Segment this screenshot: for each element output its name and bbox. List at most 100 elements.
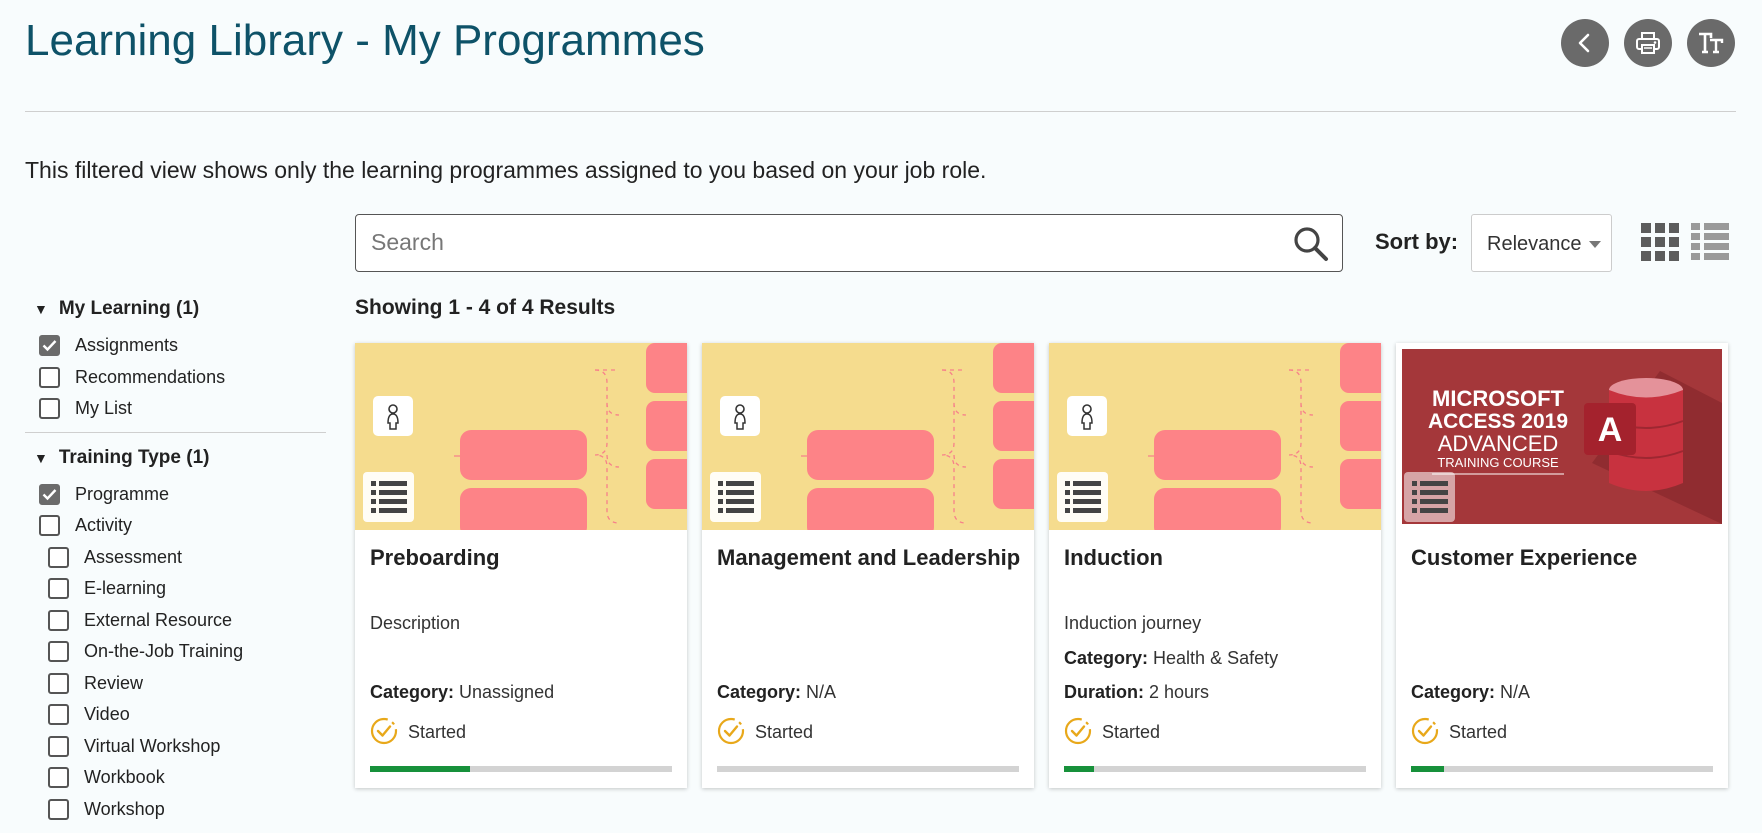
card-description: Description (370, 613, 461, 633)
checkbox[interactable] (48, 641, 69, 663)
facet-training-type-options: Programme Activity Assessment E-learning… (25, 479, 326, 826)
category-label: Category: (1411, 682, 1496, 702)
status-text: Started (755, 721, 814, 742)
progress-fill (1411, 766, 1445, 772)
filter-option-recommendations[interactable]: Recommendations (25, 362, 326, 394)
started-status-icon (370, 717, 398, 745)
triangle-down-icon: ▼ (34, 449, 48, 466)
card-category: Category: Unassigned (370, 682, 554, 703)
check-icon (42, 340, 57, 352)
filter-option-label: Assignments (75, 335, 179, 356)
progress-fill (1064, 766, 1095, 772)
programme-list-icon (1057, 472, 1108, 522)
programme-list-icon (363, 472, 414, 522)
sort-select[interactable]: Relevance (1471, 214, 1612, 272)
filter-option-assessment[interactable]: Assessment (25, 542, 326, 574)
checkbox-checked[interactable] (39, 335, 60, 357)
filter-option-label: On-the-Job Training (84, 641, 244, 662)
card-title: Customer Experience (1411, 545, 1638, 570)
list-view-icon (1691, 223, 1729, 260)
category-label: Category: (370, 682, 455, 702)
checkbox[interactable] (48, 704, 69, 726)
card-category: Category: N/A (1411, 682, 1530, 703)
filter-option-label: Assessment (84, 546, 183, 567)
facet-divider (25, 431, 326, 433)
checkbox-checked[interactable] (39, 483, 60, 505)
filter-option-programme[interactable]: Programme (25, 479, 326, 511)
programme-list-icon (710, 472, 761, 522)
filter-option-my-list[interactable]: My List (25, 393, 326, 425)
category-value: Health & Safety (1153, 648, 1279, 668)
checkbox[interactable] (48, 672, 69, 694)
chevron-left-icon (1578, 33, 1590, 53)
grid-view-icon (1641, 223, 1679, 261)
card-status: Started (370, 717, 466, 747)
filter-option-e-learning[interactable]: E-learning (25, 573, 326, 605)
filter-option-label: Virtual Workshop (84, 735, 221, 756)
card-category: Category: N/A (717, 682, 836, 703)
category-label: Category: (717, 682, 802, 702)
category-value: N/A (1500, 682, 1531, 702)
card-thumbnail: MICROSOFT ACCESS 2019 ADVANCED TRAINING … (1396, 343, 1728, 530)
thumb-text-line3: ADVANCED (1438, 431, 1559, 456)
card-title: Induction (1064, 545, 1163, 570)
progress-bar (1411, 766, 1713, 772)
access-course-image: MICROSOFT ACCESS 2019 ADVANCED TRAINING … (1396, 343, 1728, 530)
text-size-icon (1699, 32, 1724, 54)
checkbox[interactable] (48, 735, 69, 757)
back-button[interactable] (1561, 19, 1609, 67)
filter-option-workshop[interactable]: Workshop (25, 794, 326, 826)
results-count: Showing 1 - 4 of 4 Results (355, 296, 616, 319)
header-actions (1561, 19, 1735, 67)
checkbox[interactable] (39, 515, 60, 537)
grid-view-button[interactable] (1641, 223, 1679, 266)
filter-option-virtual-workshop[interactable]: Virtual Workshop (25, 731, 326, 763)
progress-bar (1064, 766, 1366, 772)
filter-option-label: Recommendations (75, 366, 226, 387)
checkbox[interactable] (48, 767, 69, 789)
checkbox[interactable] (39, 366, 60, 388)
filter-option-on-the-job-training[interactable]: On-the-Job Training (25, 636, 326, 668)
filter-option-workbook[interactable]: Workbook (25, 762, 326, 794)
programme-card[interactable]: MICROSOFT ACCESS 2019 ADVANCED TRAINING … (1396, 343, 1728, 788)
facet-my-learning-toggle[interactable]: ▼ My Learning (1) (34, 297, 326, 321)
checkbox[interactable] (39, 398, 60, 420)
filter-option-label: Workbook (84, 767, 165, 788)
sort-label: Sort by: (1375, 229, 1459, 254)
thumb-text-line4: TRAINING COURSE (1437, 455, 1559, 470)
checkbox[interactable] (48, 546, 69, 568)
filter-option-assignments[interactable]: Assignments (25, 330, 326, 362)
started-status-icon (1411, 717, 1439, 745)
facet-training-type-toggle[interactable]: ▼ Training Type (1) (34, 446, 326, 470)
text-size-button[interactable] (1687, 19, 1735, 67)
list-view-button[interactable] (1691, 223, 1729, 266)
status-text: Started (1449, 721, 1508, 742)
programme-card[interactable]: Induction Induction journey Category: He… (1049, 343, 1381, 788)
progress-bar (717, 766, 1019, 772)
filter-option-activity[interactable]: Activity (25, 510, 326, 542)
search-button[interactable] (1292, 225, 1330, 268)
filter-option-video[interactable]: Video (25, 699, 326, 731)
card-thumbnail (702, 343, 1034, 530)
duration-value: 2 hours (1149, 682, 1210, 702)
filter-option-review[interactable]: Review (25, 668, 326, 700)
thumb-text-line1: MICROSOFT (1432, 386, 1565, 411)
card-title: Management and Leadership (717, 545, 1021, 570)
category-value: Unassigned (459, 682, 555, 702)
filter-option-label: Video (84, 704, 130, 725)
print-button[interactable] (1624, 19, 1672, 67)
checkbox[interactable] (48, 609, 69, 631)
checkbox[interactable] (48, 798, 69, 820)
programme-card[interactable]: Management and Leadership Category: N/A … (702, 343, 1034, 788)
programme-card[interactable]: Preboarding Description Category: Unassi… (355, 343, 687, 788)
checkbox[interactable] (48, 578, 69, 600)
progress-fill (370, 766, 470, 772)
search-box (355, 214, 1343, 272)
search-input[interactable] (371, 229, 1271, 256)
filter-option-external-resource[interactable]: External Resource (25, 605, 326, 637)
card-duration: Duration: 2 hours (1064, 682, 1209, 703)
caret-down-icon (1589, 241, 1601, 248)
filter-option-label: External Resource (84, 609, 233, 630)
check-icon (42, 488, 57, 500)
card-category: Category: Health & Safety (1064, 648, 1278, 669)
